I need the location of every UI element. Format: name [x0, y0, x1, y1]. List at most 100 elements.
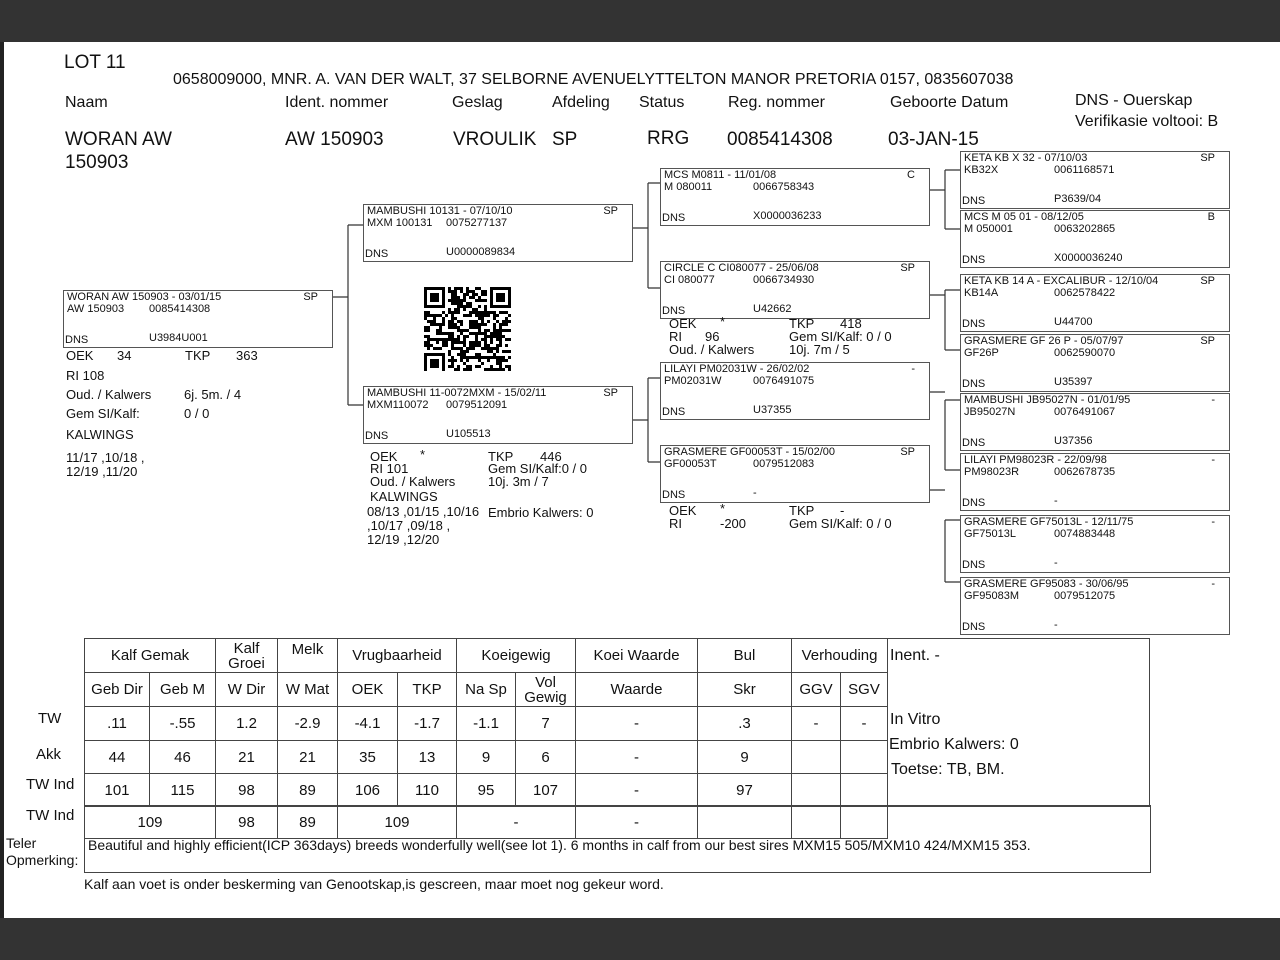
animal-name: GRASMERE GF75013L - 12/11/75 — [964, 516, 1134, 528]
pedigree-box-gen3-3: GRASMERE GF00053T - 15/02/00 SP GF00053T 00… — [660, 445, 930, 503]
group-header: Koeigewig — [456, 638, 577, 673]
registration-number: 0085414308 — [149, 303, 211, 315]
cell: Na Sp — [456, 672, 517, 707]
subject-tkp: 363 — [236, 348, 258, 363]
cell — [697, 806, 793, 839]
section-badge: SP — [900, 262, 915, 274]
animal-name: GRASMERE GF00053T - 15/02/00 — [664, 446, 835, 458]
animal-id: CI 080077 — [664, 274, 715, 286]
dns-label: DNS — [662, 305, 686, 317]
dns-value: X0000036240 — [1054, 252, 1123, 264]
dns-label: DNS — [662, 489, 686, 501]
dns-label: DNS — [365, 430, 389, 442]
section-badge: SP — [603, 387, 618, 399]
section-badge: - — [1211, 516, 1215, 528]
subject-oud-label: Oud. / Kalwers — [66, 387, 152, 402]
damdam-gem: Gem SI/Kalf: 0 / 0 — [789, 516, 892, 531]
animal-id: GF95083M — [964, 590, 1020, 602]
cell: 13 — [396, 740, 458, 774]
row-label-akk: Akk — [36, 746, 62, 763]
cell: 9 — [697, 740, 793, 774]
section-badge: SP — [1200, 152, 1215, 164]
animal-name: MAMBUSHI 10131 - 07/10/10 — [367, 205, 513, 217]
animal-id: AW 150903 — [67, 303, 125, 315]
animal-name: MCS M0811 - 11/01/08 — [664, 169, 777, 181]
dns-value: - — [1054, 557, 1058, 569]
subject-oud: 6j. 5m. / 4 — [184, 387, 242, 402]
animal-name: MCS M 05 01 - 08/12/05 — [964, 211, 1084, 223]
cell — [840, 773, 889, 807]
pedigree-box-gen4-2: KETA KB 14 A - EXCALIBUR - 12/10/04 SP KB1… — [960, 274, 1230, 332]
dns-label: DNS — [962, 195, 986, 207]
dns-value: - — [753, 487, 757, 499]
section-badge: C — [907, 169, 915, 181]
animal-id: GF00053T — [664, 458, 717, 470]
damsire-tkp: 418 — [840, 316, 862, 331]
animal-name: MAMBUSHI JB95027N - 01/01/95 — [964, 394, 1131, 406]
dam-ri: RI 101 — [370, 461, 409, 476]
cell: - — [575, 773, 699, 807]
cell — [791, 740, 842, 774]
section-badge: - — [1211, 394, 1215, 406]
section-badge: SP — [1200, 275, 1215, 287]
top-bar — [0, 0, 1280, 42]
dns-label: DNS — [962, 559, 986, 571]
animal-name: LILAYI PM98023R - 22/09/98 — [964, 454, 1107, 466]
dam-embrio: Embrio Kalwers: 0 — [488, 505, 594, 520]
damsire-oek-label: OEK — [669, 316, 697, 331]
dns-value: - — [1054, 495, 1058, 507]
group-header: Verhouding — [791, 638, 889, 673]
pedigree-box-dam: MAMBUSHI 11-0072MXM - 15/02/11 SP MXM11007… — [363, 386, 633, 444]
dns-value: - — [1054, 619, 1058, 631]
cell: - — [575, 806, 699, 839]
cell: TKP — [396, 672, 458, 707]
cell: 110 — [396, 773, 458, 807]
animal-id: GF26P — [964, 347, 999, 359]
damsire-gem: Gem SI/Kalf: 0 / 0 — [789, 329, 892, 344]
dns-label: DNS — [962, 378, 986, 390]
dam-dates-3: 12/19 ,12/20 — [367, 532, 440, 547]
cell: 98 — [215, 773, 278, 807]
damsire-oek: * — [720, 314, 726, 329]
dam-kalwings: KALWINGS — [370, 489, 438, 504]
cell: W Dir — [215, 672, 278, 707]
registration-number: 0079512083 — [753, 458, 815, 470]
pedigree-box-gen4-6: GRASMERE GF75013L - 12/11/75 - GF75013L 007… — [960, 515, 1230, 573]
animal-id: KB32X — [964, 164, 999, 176]
pedigree-box-gen3-1: CIRCLE C CI080077 - 25/06/08 SP CI 080077 0… — [660, 261, 930, 319]
cell: -2.9 — [277, 706, 338, 741]
registration-number: 0066734930 — [753, 274, 815, 286]
cell: - — [575, 740, 699, 774]
subject-gem: 0 / 0 — [184, 406, 210, 421]
animal-id: MXM110072 — [367, 399, 429, 411]
damsire-ri-label: RI — [669, 329, 682, 344]
registration-number: 0079512091 — [446, 399, 508, 411]
cell: -1.7 — [396, 706, 458, 741]
damdam-oek: * — [720, 501, 726, 516]
cell: 107 — [515, 773, 577, 807]
registration-number: 0066758343 — [753, 181, 815, 193]
animal-name: LILAYI PM02031W - 26/02/02 — [664, 363, 810, 375]
dns-label: DNS — [962, 318, 986, 330]
value-naam-2: 150903 — [65, 152, 129, 173]
dns-value: U0000089834 — [446, 246, 516, 258]
dns-label: DNS — [962, 621, 986, 633]
dns-label: DNS — [365, 248, 389, 260]
dam-tkp-label: TKP — [488, 449, 514, 464]
cell: - — [575, 706, 699, 741]
pedigree-box-gen4-3: GRASMERE GF 26 P - 05/07/97 SP GF26P 006259… — [960, 334, 1230, 392]
opmerking-label: Opmerking: — [6, 852, 79, 868]
inent: Inent. - — [890, 647, 940, 664]
section-badge: B — [1207, 211, 1215, 223]
damdam-ri: -200 — [720, 516, 747, 531]
animal-name: MAMBUSHI 11-0072MXM - 15/02/11 — [367, 387, 547, 399]
qr-code — [424, 287, 511, 371]
dns-value: U37356 — [1054, 435, 1093, 447]
dns-value: U42662 — [753, 303, 792, 315]
subject-gem-label: Gem SI/Kalf: — [66, 406, 140, 421]
cell: 21 — [277, 740, 338, 774]
registration-number: 0075277137 — [446, 217, 508, 229]
damdam-ri-label: RI — [669, 516, 682, 531]
value-afdeling: SP — [552, 129, 578, 150]
bottom-bar — [0, 918, 1280, 960]
